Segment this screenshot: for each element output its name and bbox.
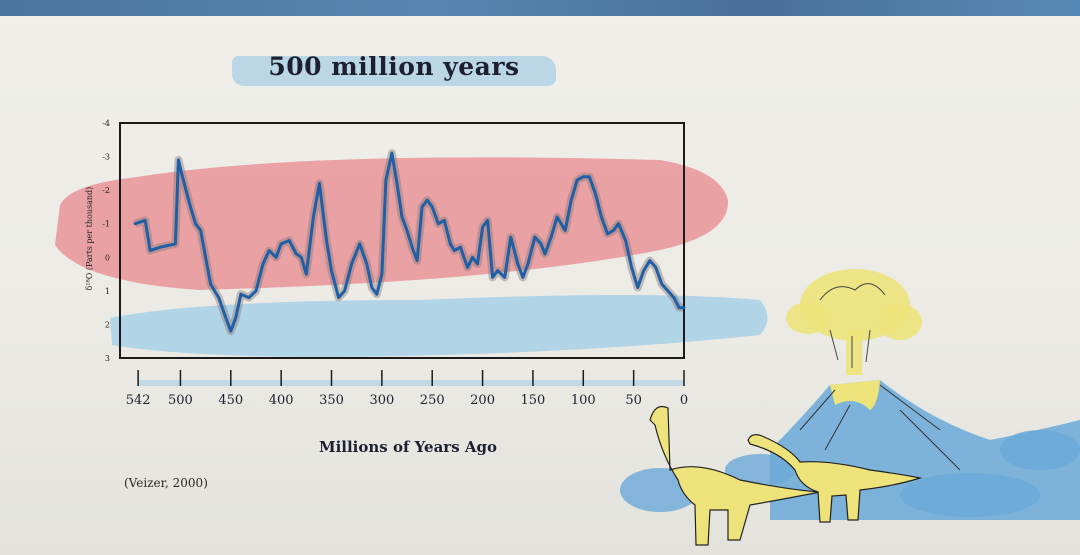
x-axis-label: Millions of Years Ago — [319, 438, 497, 456]
x-tick-label: 542 — [126, 393, 151, 408]
y-tick-label: 2 — [105, 320, 110, 329]
y-axis-label: δ¹⁸O (Parts per thousand) — [85, 187, 94, 291]
cool-band — [110, 295, 768, 357]
citation: (Veizer, 2000) — [124, 476, 208, 490]
y-tick-label: 0 — [105, 253, 110, 262]
decorative-top-strip — [0, 0, 1080, 16]
x-tick-label: 200 — [470, 393, 495, 408]
title-highlight — [232, 56, 556, 86]
x-tick-label: 350 — [319, 393, 344, 408]
warm-band — [55, 157, 729, 290]
y-axis-ticks: -4 -3 -2 -1 0 1 2 3 — [102, 119, 110, 363]
chart-title-block: 500 million years — [232, 50, 556, 90]
dinosaur-small — [747, 434, 923, 523]
x-tick-label: 100 — [571, 393, 596, 408]
x-tick-label: 400 — [269, 393, 294, 408]
x-tick-label: 0 — [680, 393, 688, 408]
chart-title: 500 million years — [268, 52, 520, 81]
y-tick-label: 3 — [105, 354, 110, 363]
x-tick-label: 450 — [218, 393, 243, 408]
y-tick-label: -4 — [102, 119, 110, 128]
x-tick-label: 300 — [369, 393, 394, 408]
x-tick-label: 150 — [521, 393, 546, 408]
y-tick-label: 1 — [105, 287, 110, 296]
x-axis-ticks: 542 500 450 400 350 300 250 200 150 100 50 0 — [126, 370, 688, 408]
y-tick-label: -1 — [102, 220, 110, 229]
x-tick-label: 250 — [420, 393, 445, 408]
series-line — [133, 151, 686, 333]
x-tick-label: 500 — [168, 393, 193, 408]
y-tick-label: -3 — [102, 153, 110, 162]
x-tick-label: 50 — [625, 393, 642, 408]
dinosaur-large — [649, 405, 821, 546]
temperature-bands — [55, 157, 768, 357]
ash-cloud — [786, 269, 922, 375]
y-tick-label: -2 — [102, 186, 110, 195]
plot-frame — [119, 122, 685, 359]
